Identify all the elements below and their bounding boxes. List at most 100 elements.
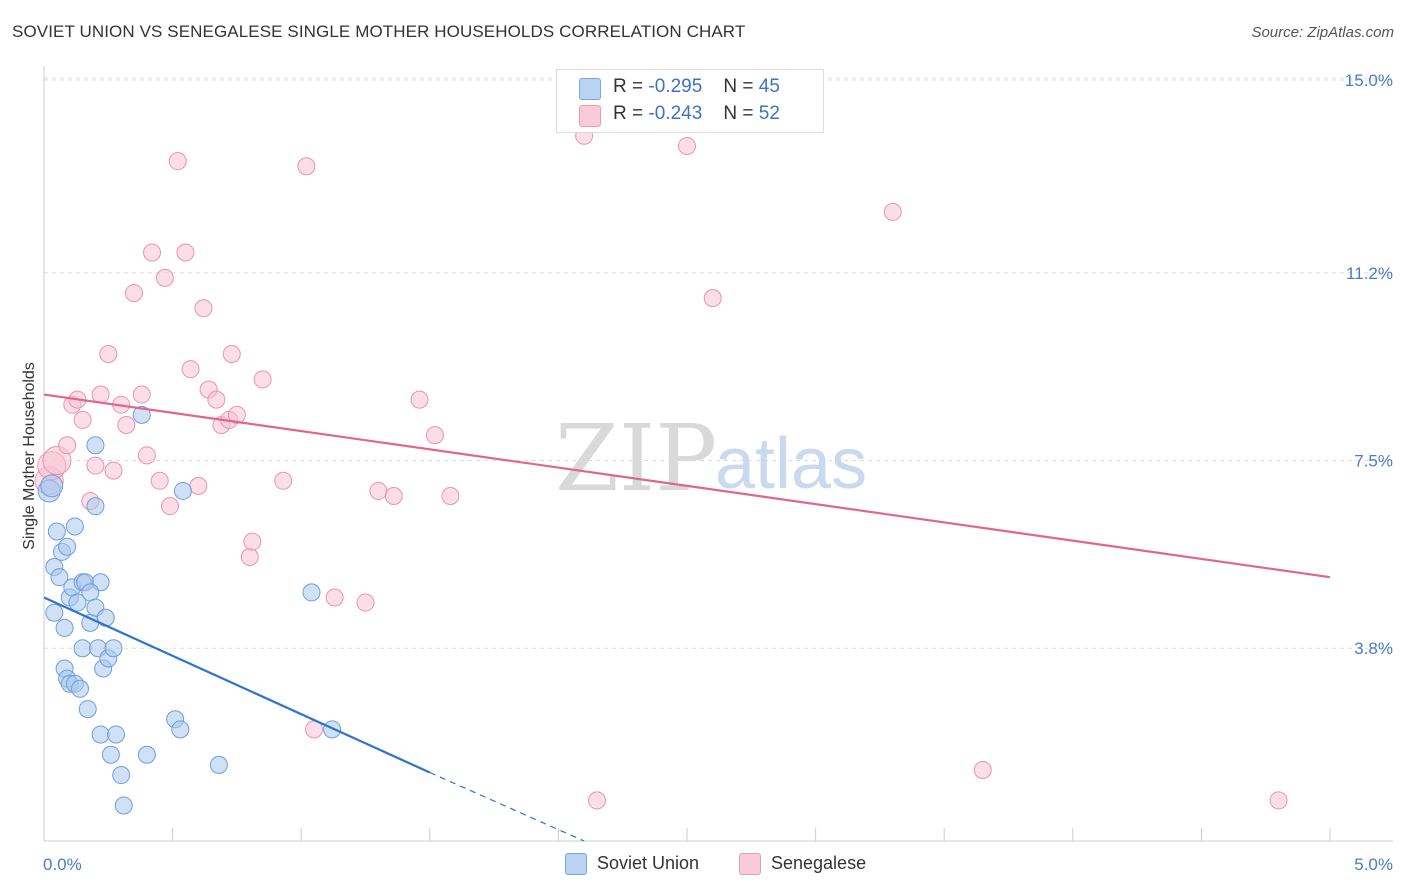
senegalese-point xyxy=(325,588,344,607)
soviet-union-point xyxy=(114,796,133,815)
senegalese-point xyxy=(384,487,403,506)
soviet-union-point xyxy=(40,474,64,498)
senegalese-point xyxy=(73,410,92,429)
senegalese-point xyxy=(132,385,151,404)
senegalese-point xyxy=(410,390,429,409)
senegalese-point xyxy=(227,405,246,424)
legend-n-value: 45 xyxy=(758,76,780,97)
senegalese-point xyxy=(207,390,226,409)
senegalese-point xyxy=(155,268,174,287)
trendlines xyxy=(43,393,1331,842)
chart-title: SOVIET UNION VS SENEGALESE SINGLE MOTHER… xyxy=(12,22,746,41)
watermark-zip: ZIP xyxy=(555,405,717,512)
senegalese-point xyxy=(222,344,241,363)
soviet-union-point xyxy=(302,583,321,602)
bottom-legend-label-soviet-union: Soviet Union xyxy=(597,853,700,873)
senegalese-point xyxy=(274,471,293,490)
bottom-legend-swatch-soviet-union xyxy=(565,853,587,875)
senegalese-point xyxy=(703,289,722,308)
legend-n-label: N = xyxy=(723,76,754,97)
y-tick-label: 15.0% xyxy=(1345,71,1393,90)
soviet-union-point xyxy=(65,517,84,536)
legend-n-value: 52 xyxy=(758,103,780,124)
senegalese-point xyxy=(104,461,123,480)
soviet-union-point xyxy=(101,745,120,764)
soviet-union-point xyxy=(132,405,151,424)
senegalese-point xyxy=(297,157,316,176)
x-tick-min: 0.0% xyxy=(43,855,82,874)
soviet-union-point xyxy=(137,745,156,764)
senegalese-point xyxy=(240,547,259,566)
x-tick-marks xyxy=(43,828,1331,841)
senegalese-point xyxy=(189,476,208,495)
senegalese-point xyxy=(587,791,606,810)
soviet-union-point xyxy=(45,603,64,622)
senegalese-point xyxy=(91,385,110,404)
bottom-legend-label-senegalese: Senegalese xyxy=(771,853,867,873)
senegalese-point xyxy=(137,446,156,465)
soviet-union-point xyxy=(81,583,100,602)
soviet-union-trendline-extension xyxy=(429,771,585,842)
senegalese-point xyxy=(117,415,136,434)
legend-swatch-senegalese xyxy=(579,105,601,127)
senegalese-point xyxy=(369,481,388,500)
soviet-union-points xyxy=(37,405,342,815)
soviet-union-point xyxy=(58,537,77,556)
legend: R = -0.295 N = 45 R = -0.243 N = 52 xyxy=(556,69,824,133)
x-tick-max: 5.0% xyxy=(1354,855,1393,874)
soviet-union-point xyxy=(78,700,97,719)
soviet-union-point xyxy=(91,725,110,744)
soviet-union-point xyxy=(86,436,105,455)
senegalese-point xyxy=(441,487,460,506)
senegalese-trendline xyxy=(43,393,1331,579)
soviet-union-point xyxy=(50,568,69,587)
senegalese-point xyxy=(168,152,187,171)
soviet-union-point xyxy=(55,618,74,637)
senegalese-point xyxy=(425,426,444,445)
senegalese-point xyxy=(883,202,902,221)
senegalese-point xyxy=(58,436,77,455)
watermark-atlas: atlas xyxy=(715,424,867,504)
legend-n-label: N = xyxy=(723,103,754,124)
soviet-union-point xyxy=(86,497,105,516)
soviet-union-point xyxy=(73,639,92,658)
senegalese-point xyxy=(678,136,696,155)
legend-r-value: -0.295 xyxy=(648,76,703,97)
soviet-union-point xyxy=(68,593,87,612)
senegalese-point xyxy=(1269,791,1288,810)
senegalese-point xyxy=(253,370,272,389)
senegalese-point xyxy=(973,760,992,779)
senegalese-point xyxy=(356,593,375,612)
senegalese-point xyxy=(161,497,180,516)
soviet-union-point xyxy=(209,755,228,774)
legend-r-value: -0.243 xyxy=(648,103,703,124)
senegalese-point xyxy=(99,344,118,363)
senegalese-point xyxy=(143,243,162,262)
legend-r-label: R = xyxy=(613,103,644,124)
soviet-union-trendline xyxy=(43,596,431,774)
soviet-union-point xyxy=(71,679,90,698)
senegalese-point xyxy=(194,299,213,318)
soviet-union-point xyxy=(173,481,192,500)
legend-r-label: R = xyxy=(613,76,644,97)
senegalese-point xyxy=(150,471,169,490)
senegalese-point xyxy=(125,284,144,303)
soviet-union-point xyxy=(107,725,126,744)
soviet-union-point xyxy=(47,522,66,541)
y-tick-labels: 3.8% 7.5% 11.2% 15.0% xyxy=(1345,71,1393,658)
chart-source: Source: ZipAtlas.com xyxy=(1251,24,1394,41)
y-tick-label: 7.5% xyxy=(1354,452,1393,471)
soviet-union-point xyxy=(323,720,342,739)
senegalese-point xyxy=(243,532,262,551)
soviet-union-point xyxy=(112,766,131,785)
y-axis-label: Single Mother Households xyxy=(21,362,38,550)
y-tick-label: 3.8% xyxy=(1354,639,1393,658)
senegalese-point xyxy=(181,360,200,379)
senegalese-point xyxy=(86,456,105,475)
legend-swatch-soviet-union xyxy=(579,78,601,100)
y-tick-label: 11.2% xyxy=(1346,264,1393,283)
bottom-legend-swatch-senegalese xyxy=(739,853,761,875)
senegalese-point xyxy=(176,243,195,262)
soviet-union-point xyxy=(171,720,190,739)
